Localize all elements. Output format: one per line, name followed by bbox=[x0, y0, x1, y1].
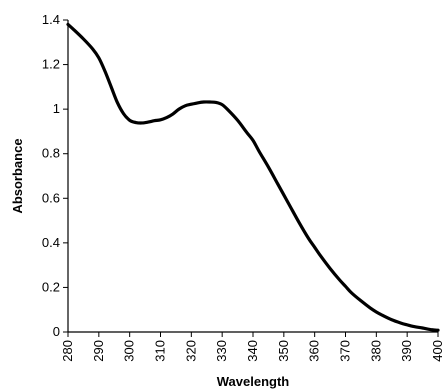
y-tick-label: 1.4 bbox=[42, 12, 60, 27]
y-tick-label: 0 bbox=[53, 324, 60, 339]
x-tick-label: 400 bbox=[430, 340, 445, 362]
x-tick-label: 320 bbox=[183, 340, 198, 362]
axes bbox=[67, 20, 438, 333]
ticks: 0 0.2 0.4 0.6 0.8 1 1.2 1.4 280 290 300 310 320 330 34… bbox=[42, 12, 445, 362]
x-tick-label: 360 bbox=[307, 340, 322, 362]
x-tick-label: 340 bbox=[245, 340, 260, 362]
x-tick-label: 300 bbox=[122, 340, 137, 362]
x-tick-label: 350 bbox=[276, 340, 291, 362]
y-tick-label: 1.2 bbox=[42, 57, 60, 72]
x-tick-label: 290 bbox=[91, 340, 106, 362]
x-tick-label: 310 bbox=[153, 340, 168, 362]
y-tick-label: 0.4 bbox=[42, 235, 60, 250]
x-tick-label: 330 bbox=[214, 340, 229, 362]
y-tick-label: 1 bbox=[53, 101, 60, 116]
y-tick-label: 0.6 bbox=[42, 190, 60, 205]
x-tick-label: 370 bbox=[338, 340, 353, 362]
x-tick-label: 380 bbox=[368, 340, 383, 362]
x-tick-label: 280 bbox=[60, 340, 75, 362]
y-tick-label: 0.8 bbox=[42, 146, 60, 161]
x-axis-title: Wavelength bbox=[217, 374, 290, 389]
plot-area bbox=[66, 22, 440, 332]
x-tick-label: 390 bbox=[399, 340, 414, 362]
y-tick-label: 0.2 bbox=[42, 279, 60, 294]
absorbance-series-line bbox=[66, 22, 440, 332]
y-axis-title: Absorbance bbox=[10, 138, 25, 213]
